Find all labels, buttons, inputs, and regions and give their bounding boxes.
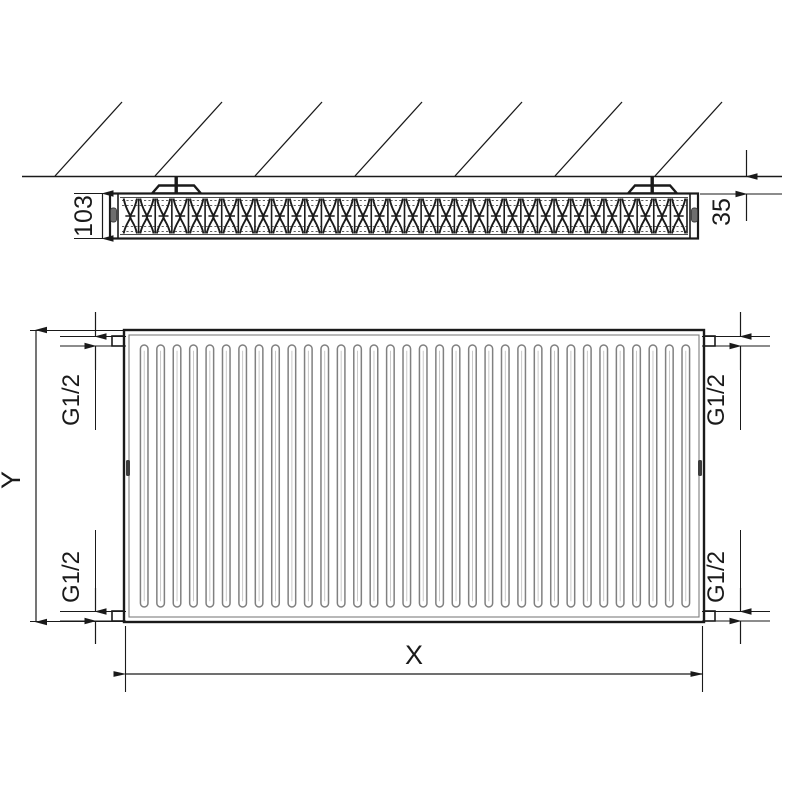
port-dimension-bottom-left: G1/2 <box>58 530 126 644</box>
front-right-tab <box>698 460 702 476</box>
port-label-top-left: G1/2 <box>58 374 85 426</box>
height-dimension-label: Y <box>0 471 26 489</box>
dimension-width-X: X <box>113 626 704 692</box>
section-convector-fins <box>122 198 688 234</box>
side-section-view: 103 35 <box>22 101 782 242</box>
port-label-bottom-right: G1/2 <box>703 551 730 603</box>
width-dimension-label: X <box>405 640 423 670</box>
front-left-tab <box>126 460 130 476</box>
front-panel-inner-edge <box>128 334 700 618</box>
wall-hatching <box>54 101 723 177</box>
depth-dimension-label: 103 <box>70 195 98 237</box>
wall-bracket-left <box>149 176 204 196</box>
port-dimension-top-left: G1/2 <box>58 312 126 430</box>
wall-bracket-right <box>625 176 680 196</box>
front-elevation-view: Y G1/2 G1/2 <box>0 312 770 692</box>
section-right-endcap <box>689 193 698 239</box>
wallgap-dimension-label: 35 <box>708 198 736 226</box>
port-dimension-bottom-right: G1/2 <box>702 530 770 644</box>
section-waterway-pipes <box>122 200 687 232</box>
port-dimension-top-right: G1/2 <box>702 312 770 430</box>
port-label-bottom-left: G1/2 <box>58 551 85 603</box>
front-convector-channels <box>139 344 691 608</box>
dimension-wallgap-35: 35 <box>700 150 782 226</box>
port-label-top-right: G1/2 <box>703 374 730 426</box>
dimension-depth-103: 103 <box>70 190 155 242</box>
